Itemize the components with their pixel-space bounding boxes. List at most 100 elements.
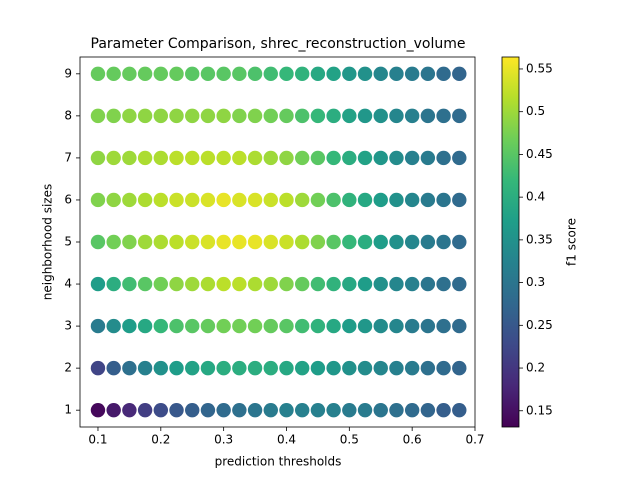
- point: [153, 66, 169, 82]
- point: [185, 402, 200, 418]
- point: [169, 150, 184, 166]
- point: [310, 234, 326, 250]
- point: [90, 318, 106, 334]
- point: [153, 108, 169, 124]
- point: [279, 402, 294, 418]
- chart-title: Parameter Comparison, shrec_reconstructi…: [91, 36, 466, 52]
- point: [389, 276, 404, 292]
- point: [404, 234, 420, 250]
- point: [263, 192, 278, 208]
- point: [169, 192, 184, 208]
- point: [436, 318, 451, 334]
- point: [106, 66, 121, 82]
- point: [200, 66, 216, 82]
- point: [169, 276, 184, 292]
- point: [342, 360, 357, 376]
- point: [404, 276, 420, 292]
- point: [122, 234, 137, 250]
- point: [247, 108, 263, 124]
- point: [357, 402, 373, 418]
- point: [216, 402, 231, 418]
- point: [90, 150, 106, 166]
- point: [420, 318, 436, 334]
- point: [326, 192, 341, 208]
- point: [294, 66, 310, 82]
- point: [279, 234, 294, 250]
- point: [420, 402, 436, 418]
- point: [357, 66, 373, 82]
- point: [326, 402, 341, 418]
- point: [326, 66, 341, 82]
- point: [200, 276, 216, 292]
- point: [185, 318, 200, 334]
- point: [106, 192, 121, 208]
- point: [232, 108, 247, 124]
- point: [420, 192, 436, 208]
- point: [420, 108, 436, 124]
- point: [153, 150, 169, 166]
- point: [373, 276, 388, 292]
- colorbar-tick-label: 0.4: [526, 190, 545, 204]
- point: [452, 360, 467, 376]
- point: [216, 192, 231, 208]
- point: [185, 276, 200, 292]
- point: [357, 318, 373, 334]
- point: [404, 318, 420, 334]
- point: [185, 150, 200, 166]
- point: [263, 402, 278, 418]
- point: [200, 192, 216, 208]
- point: [263, 234, 278, 250]
- point: [342, 318, 357, 334]
- point: [279, 276, 294, 292]
- colorbar-tick-label: 0.3: [526, 275, 545, 289]
- point: [90, 402, 106, 418]
- point: [169, 402, 184, 418]
- point: [294, 234, 310, 250]
- point: [106, 360, 121, 376]
- point: [357, 108, 373, 124]
- point: [452, 192, 467, 208]
- point: [169, 108, 184, 124]
- point: [310, 192, 326, 208]
- point: [420, 66, 436, 82]
- point: [106, 402, 121, 418]
- point: [389, 66, 404, 82]
- point: [185, 360, 200, 376]
- point: [420, 150, 436, 166]
- point: [310, 318, 326, 334]
- point: [137, 192, 153, 208]
- point: [216, 276, 231, 292]
- point: [436, 234, 451, 250]
- point: [342, 108, 357, 124]
- point: [279, 108, 294, 124]
- y-tick-label: 6: [64, 192, 72, 206]
- point: [279, 66, 294, 82]
- point: [137, 360, 153, 376]
- point: [216, 318, 231, 334]
- point: [452, 318, 467, 334]
- point: [232, 234, 247, 250]
- point: [404, 108, 420, 124]
- point: [357, 360, 373, 376]
- point: [389, 360, 404, 376]
- point: [200, 108, 216, 124]
- point: [310, 150, 326, 166]
- point: [200, 360, 216, 376]
- x-tick-label: 0.1: [88, 433, 107, 447]
- point: [137, 276, 153, 292]
- point: [452, 150, 467, 166]
- point: [90, 276, 106, 292]
- point: [373, 402, 388, 418]
- y-tick-label: 2: [64, 361, 72, 375]
- point: [357, 234, 373, 250]
- point: [200, 150, 216, 166]
- point: [389, 402, 404, 418]
- y-axis-label: neighborhood sizes: [41, 184, 55, 300]
- point: [216, 150, 231, 166]
- point: [357, 276, 373, 292]
- point: [436, 402, 451, 418]
- point: [404, 360, 420, 376]
- y-tick-label: 9: [64, 66, 72, 80]
- point: [404, 192, 420, 208]
